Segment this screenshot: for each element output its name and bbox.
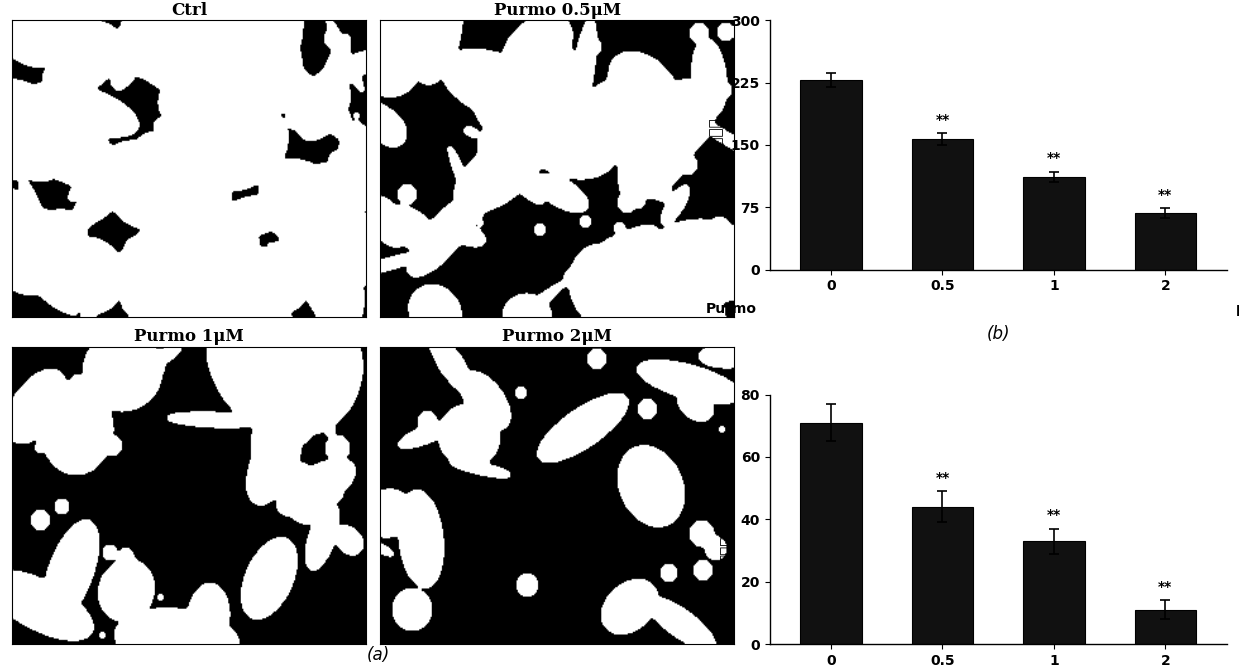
Text: **: ** [1158, 580, 1172, 595]
Text: **: ** [1047, 509, 1061, 523]
Bar [1023, 176, 1084, 270]
Text: (b): (b) [986, 325, 1010, 343]
Bar [1023, 541, 1084, 644]
Title: Purmo 2μM: Purmo 2μM [503, 328, 612, 346]
Text: **: ** [935, 471, 949, 485]
Bar [800, 80, 861, 270]
Text: (a): (a) [367, 646, 389, 664]
Text: **: ** [1158, 188, 1172, 202]
Title: Ctrl: Ctrl [171, 1, 207, 19]
Text: **: ** [1047, 152, 1061, 165]
Bar [912, 507, 973, 644]
Y-axis label: 破骨细胞数目: 破骨细胞数目 [709, 117, 724, 172]
Title: Purmo 1μM: Purmo 1μM [135, 328, 244, 346]
Bar [800, 423, 861, 644]
Title: Purmo 0.5μM: Purmo 0.5μM [494, 1, 621, 19]
Text: **: ** [935, 113, 949, 127]
Bar [912, 139, 973, 270]
Y-axis label: 破骨细胞面积（%）: 破骨细胞面积（%） [719, 476, 733, 563]
Text: μM: μM [1235, 302, 1239, 316]
Bar [1135, 213, 1196, 270]
Text: Purmo: Purmo [706, 302, 757, 316]
Bar [1135, 610, 1196, 644]
